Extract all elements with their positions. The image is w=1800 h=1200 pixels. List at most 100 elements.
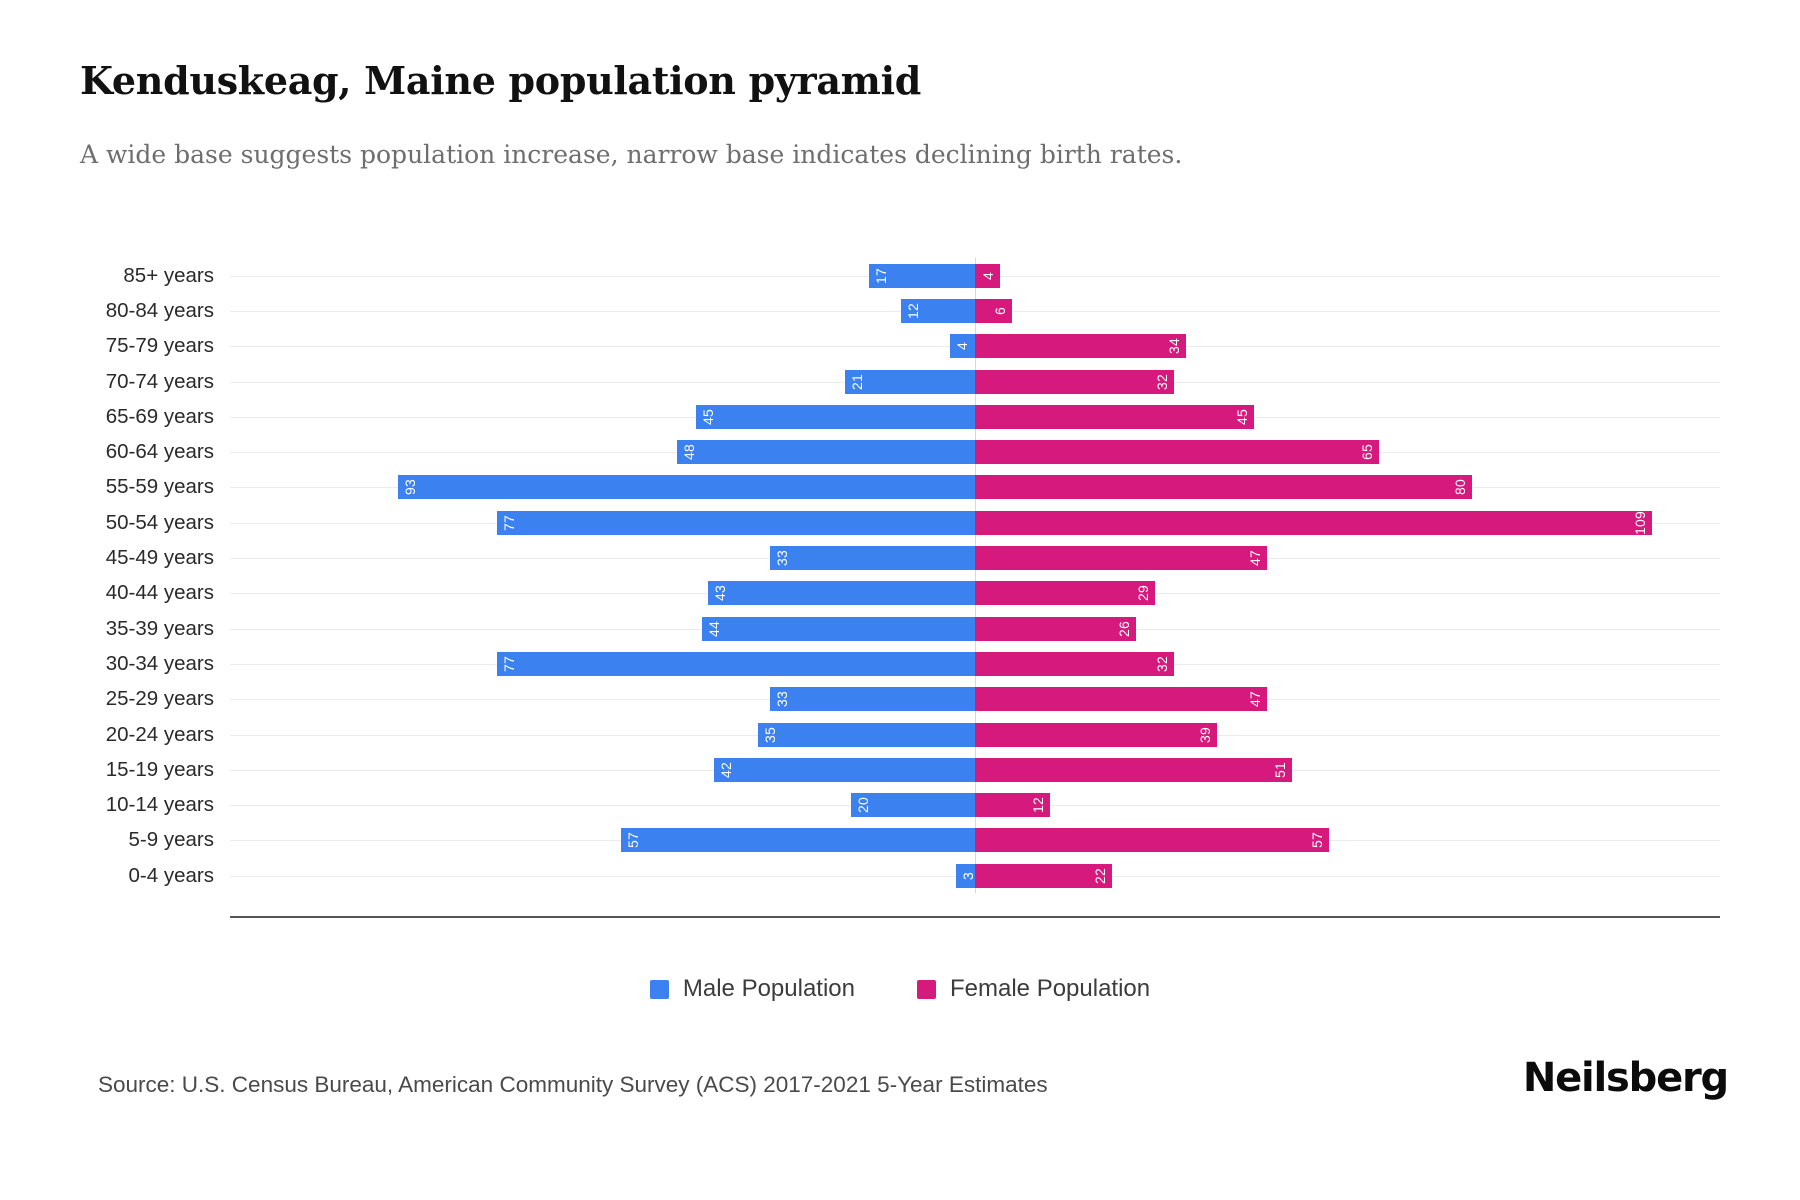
y-axis-tick-label: 85+ years [123, 263, 214, 287]
bar-male[interactable]: 33 [770, 546, 975, 571]
bar-female[interactable]: 39 [975, 722, 1218, 747]
legend-label-female: Female Population [950, 975, 1151, 1002]
bar-male[interactable]: 44 [701, 616, 975, 641]
bar-female[interactable]: 32 [975, 369, 1174, 394]
chart-row: 15-19 years 42 51 [80, 752, 1740, 788]
bar-female[interactable]: 29 [975, 581, 1156, 606]
bar-male[interactable]: 35 [757, 722, 975, 747]
bar-value-label: 34 [1166, 338, 1183, 355]
y-axis-tick-label: 80-84 years [105, 298, 214, 322]
bar-track: 35 39 [230, 716, 1720, 753]
bar-value-label: 32 [1153, 373, 1170, 390]
bar-value-label: 21 [848, 373, 865, 390]
bar-female[interactable]: 47 [975, 687, 1267, 712]
bar-value-label: 33 [774, 550, 791, 566]
bar-female[interactable]: 26 [975, 616, 1137, 641]
bar-male[interactable]: 3 [956, 863, 977, 888]
brand-logo: Neilsberg [1522, 1055, 1729, 1101]
bar-value-label: 3 [960, 871, 977, 880]
y-axis-tick-label: 55-59 years [105, 475, 214, 499]
bar-male[interactable]: 33 [770, 687, 975, 712]
bar-value-label: 45 [1234, 408, 1251, 425]
legend-swatch-female-icon [917, 979, 936, 999]
bar-value-label: 6 [992, 306, 1009, 315]
chart-row: 30-34 years 77 32 [80, 646, 1740, 682]
chart-rows: 85+ years 17 4 80-84 years 12 6 75-79 years 4 34… [80, 258, 1740, 894]
population-pyramid-chart: 85+ years 17 4 80-84 years 12 6 75-79 years 4 34… [80, 258, 1740, 918]
bar-track: 45 45 [230, 399, 1720, 435]
chart-row: 50-54 years 77 109 [80, 505, 1740, 541]
bar-track: 4 34 [230, 328, 1720, 364]
bar-male[interactable]: 4 [950, 334, 975, 359]
bar-value-label: 93 [401, 479, 418, 496]
bar-female[interactable]: 22 [975, 863, 1112, 888]
bar-female[interactable]: 65 [975, 440, 1379, 465]
y-axis-tick-label: 45-49 years [105, 546, 214, 570]
bar-track: 77 109 [230, 505, 1720, 541]
chart-row: 25-29 years 33 47 [80, 681, 1740, 717]
bar-male[interactable]: 77 [496, 651, 975, 676]
chart-row: 85+ years 17 4 [80, 258, 1740, 294]
bar-track: 17 4 [230, 258, 1720, 294]
bar-female[interactable]: 34 [975, 334, 1187, 359]
bar-value-label: 65 [1358, 444, 1375, 461]
bar-male[interactable]: 20 [850, 793, 975, 818]
y-axis-tick-label: 20-24 years [105, 722, 214, 746]
bar-value-label: 42 [718, 761, 735, 778]
bar-value-label: 4 [954, 342, 971, 351]
bar-value-label: 44 [705, 620, 722, 637]
bar-female[interactable]: 109 [975, 510, 1652, 535]
legend-item-male[interactable]: Male Population [649, 975, 855, 1003]
bar-value-label: 33 [774, 691, 791, 708]
chart-row: 10-14 years 20 12 [80, 787, 1740, 823]
bar-male[interactable]: 93 [397, 475, 975, 500]
chart-row: 5-9 years 57 57 [80, 822, 1740, 859]
bar-female[interactable]: 57 [975, 828, 1329, 853]
bar-value-label: 47 [1246, 550, 1263, 566]
bar-value-label: 20 [854, 797, 871, 814]
y-axis-tick-label: 25-29 years [105, 687, 214, 711]
bar-value-label: 57 [625, 832, 642, 849]
bar-value-label: 57 [1308, 832, 1325, 849]
bar-value-label: 39 [1197, 726, 1214, 743]
chart-row: 20-24 years 35 39 [80, 716, 1740, 753]
bar-male[interactable]: 45 [695, 404, 975, 429]
bar-female[interactable]: 80 [975, 475, 1472, 500]
chart-row: 65-69 years 45 45 [80, 399, 1740, 435]
bar-value-label: 109 [1631, 510, 1648, 535]
chart-row: 55-59 years 93 80 [80, 469, 1740, 506]
page-subtitle: A wide base suggests population increase… [80, 140, 1183, 169]
bar-male[interactable]: 17 [869, 263, 975, 288]
bar-male[interactable]: 48 [677, 440, 975, 465]
y-axis-tick-label: 65-69 years [105, 404, 214, 428]
bar-male[interactable]: 12 [900, 298, 975, 323]
bar-value-label: 12 [904, 302, 921, 319]
chart-row: 0-4 years 3 22 [80, 858, 1740, 894]
bar-value-label: 29 [1135, 585, 1152, 602]
bar-female[interactable]: 6 [975, 298, 1013, 323]
chart-row: 75-79 years 4 34 [80, 328, 1740, 364]
bar-male[interactable]: 57 [621, 828, 975, 853]
bar-track: 42 51 [230, 752, 1720, 788]
chart-row: 35-39 years 44 26 [80, 610, 1740, 647]
bar-female[interactable]: 12 [975, 793, 1050, 818]
bar-track: 48 65 [230, 434, 1720, 470]
bar-track: 77 32 [230, 646, 1720, 682]
bar-value-label: 22 [1091, 867, 1108, 884]
bar-female[interactable]: 51 [975, 757, 1292, 782]
bar-male[interactable]: 77 [496, 510, 975, 535]
bar-value-label: 12 [1029, 797, 1046, 814]
y-axis-tick-label: 60-64 years [105, 440, 214, 464]
bar-value-label: 17 [873, 267, 890, 284]
bar-female[interactable]: 47 [975, 546, 1267, 571]
bar-male[interactable]: 43 [708, 581, 975, 606]
legend-item-female[interactable]: Female Population [917, 975, 1150, 1003]
bar-female[interactable]: 4 [975, 263, 1000, 288]
bar-female[interactable]: 32 [975, 651, 1174, 676]
bar-female[interactable]: 45 [975, 404, 1255, 429]
bar-male[interactable]: 42 [714, 757, 975, 782]
bar-track: 43 29 [230, 575, 1720, 611]
bar-male[interactable]: 21 [844, 369, 975, 394]
chart-row: 70-74 years 21 32 [80, 363, 1740, 400]
